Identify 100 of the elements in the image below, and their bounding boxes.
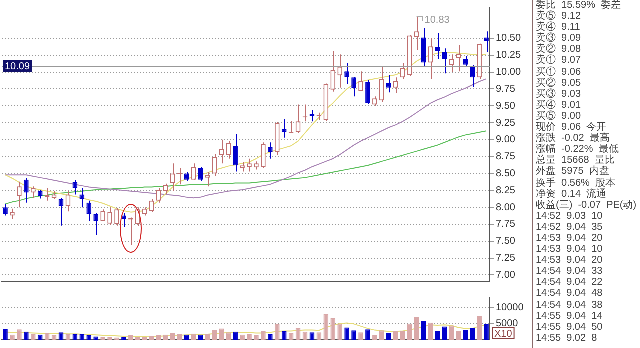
candlestick	[463, 56, 468, 68]
text: 换手 0.56% 股本	[536, 178, 616, 188]
candlestick	[24, 178, 29, 204]
bar	[282, 330, 287, 340]
bar	[338, 324, 343, 340]
candlestick	[393, 77, 398, 94]
text: 卖① 9.07	[536, 55, 582, 66]
candlestick	[114, 208, 120, 226]
candlestick	[198, 166, 204, 182]
y-tick-label: 10.25	[496, 50, 522, 62]
candlestick	[470, 65, 476, 88]
candlestick	[80, 187, 85, 208]
ref-line-label: 10.09	[5, 61, 30, 72]
candlestick	[233, 134, 238, 172]
bar	[484, 324, 489, 340]
candlestick	[72, 180, 78, 196]
candlestick	[352, 76, 356, 98]
text: 14:52 9.03 10	[536, 210, 604, 222]
candlestick	[226, 140, 232, 160]
candlestick	[240, 162, 245, 172]
candlestick	[30, 186, 36, 199]
candlestick	[212, 154, 218, 177]
candlestick	[122, 212, 126, 228]
candlestick	[268, 142, 273, 160]
candlestick	[442, 48, 448, 74]
text: 14:52 9.04 35	[536, 222, 604, 233]
y-tick-label: 9.75	[496, 84, 516, 95]
candlestick	[16, 181, 22, 208]
candlestick	[149, 198, 154, 213]
text: 14:53 9.04 20	[536, 255, 604, 266]
text: X10	[494, 328, 513, 340]
candlestick	[219, 139, 224, 164]
candlestick	[3, 204, 8, 216]
text: 14:53 9.04 20	[536, 232, 604, 244]
text: 卖② 9.08	[536, 44, 582, 56]
text: 买③ 9.03	[536, 88, 582, 100]
candlestick	[456, 44, 462, 72]
y-tick-label: 8.00	[496, 202, 516, 214]
candlestick	[435, 32, 440, 60]
text: 14:55 9.04 14	[536, 310, 604, 322]
candlestick	[344, 62, 350, 85]
text: 卖③ 9.09	[536, 33, 582, 44]
bar	[3, 329, 8, 340]
text: 涨跌 -0.02 最高	[536, 133, 610, 144]
candlestick	[414, 16, 420, 50]
bar	[380, 330, 384, 340]
y-tick-label: 10.50	[496, 33, 522, 44]
candlestick	[108, 207, 112, 226]
text: 买① 9.06	[536, 66, 582, 78]
candlestick	[330, 50, 336, 92]
candlestick	[260, 142, 266, 169]
candlestick	[247, 158, 252, 172]
candlestick	[386, 74, 392, 94]
bar	[400, 331, 406, 340]
y-tick-label: 7.00	[496, 270, 516, 281]
annotation: 10.83	[424, 14, 450, 26]
y-tick-label: 5000	[496, 318, 519, 330]
y-tick-label: 10.00	[496, 67, 522, 78]
text: 14:55 9.02 8	[536, 332, 598, 344]
bar	[442, 326, 448, 340]
candlestick	[366, 80, 370, 105]
y-tick-label: 7.75	[496, 219, 516, 230]
y-tick-label: 10000	[496, 302, 524, 314]
candlestick	[338, 54, 343, 88]
text: 现价 9.06 今开	[536, 122, 607, 134]
candlestick	[86, 200, 92, 222]
bar	[212, 330, 218, 340]
bar	[470, 328, 476, 340]
y-tick-label: 8.50	[496, 168, 516, 180]
y-tick-label: 9.50	[496, 100, 516, 112]
text: 14:53 9.04 10	[536, 244, 604, 256]
bar	[456, 331, 462, 340]
bar	[463, 330, 468, 340]
candlestick	[282, 118, 287, 138]
text: 涨幅 -0.22% 最低	[536, 144, 620, 156]
candlestick	[380, 67, 384, 103]
text: 收益(三) -0.07 PE(动)	[536, 200, 638, 211]
text: 买④ 9.01	[536, 100, 582, 111]
y-tick-label: 9.00	[496, 134, 516, 146]
candlestick	[449, 54, 454, 73]
text: 外盘 5975 内盘	[536, 166, 610, 178]
text: 净资 0.14 流通	[536, 188, 608, 200]
candlestick	[163, 183, 168, 195]
text: 卖④ 9.11	[536, 22, 582, 34]
text: 14:55 9.04 50	[536, 322, 604, 333]
bar	[407, 324, 412, 340]
candlestick	[400, 62, 406, 80]
text: 卖⑤ 9.12	[536, 11, 582, 22]
bar	[274, 324, 280, 340]
y-tick-label: 7.50	[496, 236, 516, 248]
y-tick-label: 7.25	[496, 253, 516, 264]
text: 14:54 9.04 33	[536, 266, 604, 278]
candlestick	[205, 172, 210, 188]
candlestick	[156, 187, 162, 204]
text: 14:54 9.04 22	[536, 277, 604, 288]
text: 14:54 9.04 38	[536, 300, 604, 311]
candlestick	[94, 212, 99, 236]
candlestick	[372, 96, 378, 107]
bar	[393, 331, 398, 340]
bar	[330, 318, 336, 340]
